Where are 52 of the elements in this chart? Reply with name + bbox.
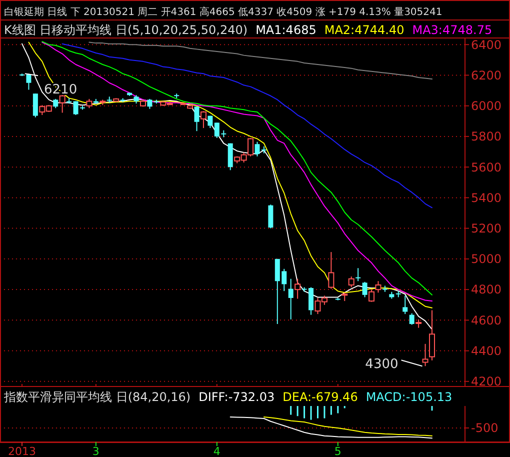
x-tick-label: 5 [334, 445, 342, 457]
y-tick-label: -500 [471, 421, 498, 436]
y-tick-label: 4600 [471, 313, 502, 328]
y-tick-label: 5600 [471, 160, 502, 174]
candlestick [422, 343, 428, 367]
candlestick [106, 96, 112, 104]
candlestick [362, 281, 368, 298]
series-label: MACD:-105.13 [366, 390, 452, 404]
candlestick [194, 106, 200, 132]
candlestick [53, 98, 58, 109]
candlestick [402, 295, 408, 315]
x-tick-label: 2013 [8, 445, 36, 457]
candlestick [328, 252, 334, 290]
candlestick [228, 142, 233, 171]
candlestick [356, 268, 361, 282]
x-tick-label: 4 [213, 445, 220, 457]
candlestick [429, 310, 435, 361]
y-tick-label: 5800 [471, 130, 502, 144]
series-label: DIFF:-732.03 [198, 390, 275, 404]
chart-subtitle: K线图 日移动平均线 日(5,10,20,25,50,240) [4, 23, 248, 37]
text: MA3:4748.75 [412, 23, 492, 37]
line-series [88, 42, 432, 80]
text: MA2:4744.40 [324, 23, 404, 37]
y-tick-label: 5400 [471, 190, 502, 205]
series-label: DEA:-679.46 [282, 390, 358, 404]
chart-title: 白银延期 日线 下 20130521 周二 开4361 高4665 低4337 收4509 涨 +179 4.13% 量305241 [4, 6, 442, 18]
candlestick [409, 312, 414, 326]
candlestick [208, 115, 213, 129]
candlestick [147, 98, 152, 110]
candlestick [382, 285, 388, 292]
candlestick [348, 276, 354, 288]
x-tick-label: 3 [92, 445, 100, 457]
text: MA1:4685 [256, 23, 316, 37]
chart-title: 指数平滑异同平均线 日(84,20,16) [3, 390, 191, 404]
candlestick [294, 278, 301, 300]
y-tick-label: 6000 [471, 99, 502, 114]
candlestick [268, 204, 274, 229]
candlestick [375, 280, 382, 294]
y-tick-label: 4800 [471, 282, 502, 297]
candlestick [368, 289, 375, 302]
y-tick-label: 4200 [471, 374, 502, 389]
y-tick-label: 6200 [471, 68, 502, 82]
candlestick [32, 93, 38, 118]
candlestick [288, 278, 294, 320]
y-tick-label: 5200 [471, 222, 502, 236]
annotation: 4300 [365, 357, 398, 372]
y-tick-label: 6400 [471, 38, 502, 52]
candlestick [254, 141, 260, 157]
y-tick-label: 5000 [471, 252, 502, 266]
candlestick [86, 98, 92, 109]
y-tick-label: 4400 [471, 344, 502, 358]
candlestick [200, 110, 206, 129]
